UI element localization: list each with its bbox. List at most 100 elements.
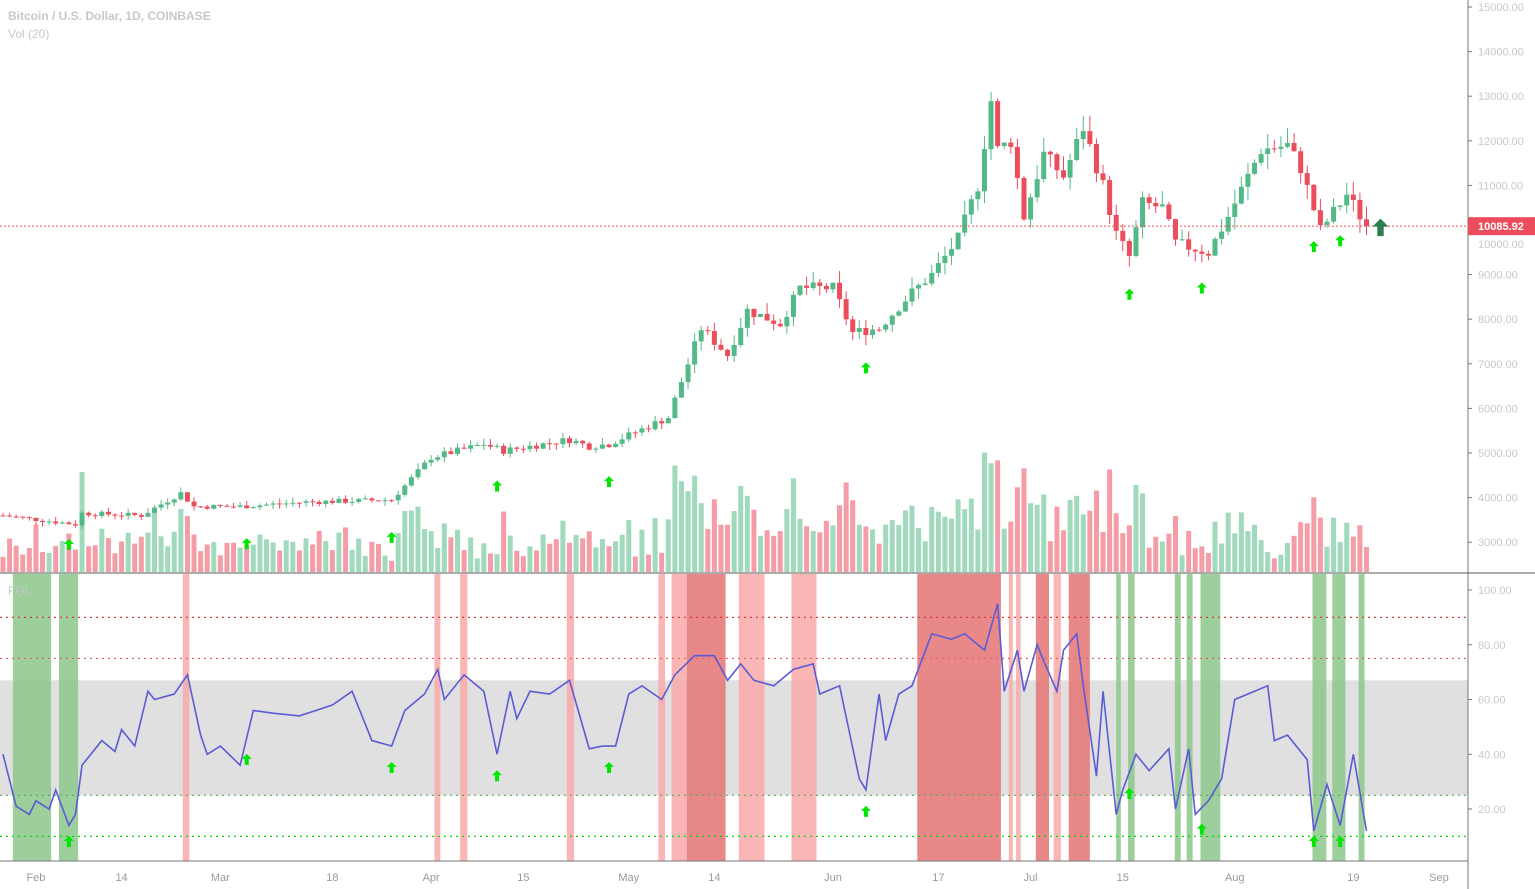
candle: [204, 506, 210, 509]
volume-bar: [1153, 536, 1159, 572]
volume-bar: [520, 556, 526, 572]
candle: [1245, 173, 1251, 187]
candle: [929, 272, 935, 284]
candle: [856, 327, 862, 332]
volume-bar: [883, 524, 889, 572]
candle: [1258, 154, 1264, 163]
fgi-signal-arrow-icon: [1308, 836, 1319, 847]
volume-bar: [13, 545, 19, 572]
volume-bar: [46, 552, 52, 572]
volume-bar: [672, 465, 678, 572]
candle: [632, 432, 638, 434]
candle: [1034, 179, 1040, 198]
volume-bar: [1001, 528, 1007, 572]
candle: [626, 432, 632, 440]
volume-bar: [797, 518, 803, 572]
volume-bar: [856, 524, 862, 572]
volume-bar: [981, 452, 987, 572]
volume-bar: [1357, 525, 1363, 572]
fgi-signal-arrow-icon: [1124, 788, 1135, 800]
volume-bar: [0, 556, 6, 572]
volume-bar: [823, 520, 829, 572]
fgi-line: [2, 603, 1368, 832]
volume-bar: [448, 537, 454, 572]
volume-bar: [869, 529, 875, 572]
candle: [119, 515, 125, 517]
buy-signal-arrow-icon: [386, 531, 397, 543]
volume-bar: [290, 541, 296, 572]
volume-bar: [837, 505, 843, 572]
price-tick-label: 7000.00: [1478, 359, 1518, 371]
volume-bar: [534, 550, 540, 572]
candle: [217, 505, 223, 507]
candle: [270, 503, 276, 505]
price-tick-label: 10000.00: [1478, 239, 1524, 251]
candle: [125, 512, 131, 516]
volume-bar: [876, 543, 882, 572]
volume-bar: [784, 509, 790, 572]
candle: [646, 428, 652, 430]
volume-bar: [237, 547, 243, 572]
volume-bar: [843, 482, 849, 572]
candle: [1080, 131, 1086, 140]
candle: [1364, 219, 1370, 227]
candle: [573, 440, 579, 444]
volume-bar: [1107, 469, 1113, 572]
volume-bar: [461, 550, 467, 572]
sentiment-band-greed_light: [434, 574, 441, 861]
volume-bar: [270, 542, 276, 572]
candle: [1028, 197, 1034, 220]
volume-bar: [711, 499, 717, 572]
volume-bar: [580, 538, 586, 572]
volume-bar: [1225, 512, 1231, 572]
volume-bar: [296, 550, 302, 572]
candle: [33, 517, 39, 522]
candle: [72, 524, 78, 526]
candle: [1159, 204, 1165, 207]
candle: [837, 282, 843, 300]
volume-bar: [922, 541, 928, 572]
volume-bar: [112, 553, 118, 572]
volume-bar: [632, 556, 638, 572]
time-axis-label: Mar: [211, 872, 230, 884]
volume-bar: [586, 531, 592, 572]
candle: [1067, 159, 1073, 178]
candle: [362, 498, 368, 500]
candle: [1232, 203, 1238, 217]
sentiment-band-greed: [1035, 574, 1050, 861]
candle: [1120, 230, 1126, 242]
volume-bar: [1344, 522, 1350, 572]
time-axis-label: 17: [932, 872, 944, 884]
candle: [501, 445, 507, 454]
volume-bar: [705, 528, 711, 572]
candle: [7, 515, 13, 517]
candle: [237, 505, 243, 507]
candle: [428, 459, 434, 463]
volume-bar: [494, 554, 500, 572]
candle: [0, 515, 6, 517]
sentiment-band-greed: [686, 574, 726, 861]
volume-bar: [540, 534, 546, 572]
candle: [1284, 142, 1290, 147]
volume-bar: [362, 556, 368, 572]
candle: [336, 498, 342, 503]
candle: [408, 477, 414, 486]
candle: [968, 199, 974, 215]
volume-bar: [1324, 546, 1330, 572]
volume-bar: [257, 534, 263, 572]
candle: [263, 504, 269, 506]
candle: [1311, 184, 1317, 211]
candle: [1140, 197, 1146, 228]
candle: [277, 503, 283, 505]
volume-bar: [178, 508, 184, 572]
candle: [422, 462, 428, 470]
candle: [889, 315, 895, 325]
buy-signal-arrow-icon: [860, 362, 871, 374]
volume-bar: [184, 515, 190, 572]
sentiment-band-fear: [12, 574, 52, 861]
volume-bar: [125, 532, 131, 572]
candle: [995, 101, 1001, 147]
sentiment-band-greed_light: [1053, 574, 1061, 861]
volume-bar: [349, 549, 355, 572]
